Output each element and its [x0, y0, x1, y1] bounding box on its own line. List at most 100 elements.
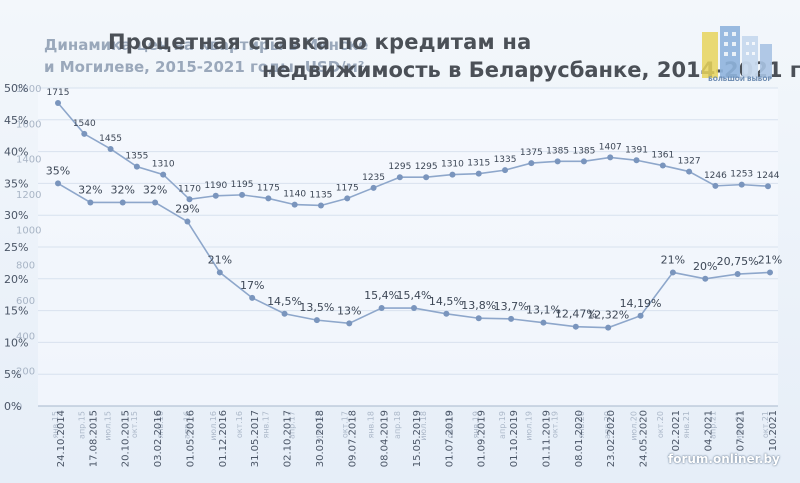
background-x-tick-label: апр.17 — [288, 411, 297, 439]
background-y-tick-label: 1400 — [16, 155, 41, 166]
price-point — [686, 168, 693, 175]
background-x-tick-label: окт.18 — [445, 411, 454, 438]
x-tick-label: 01.05.2016 — [185, 410, 196, 467]
x-tick-label: 01.12.2016 — [218, 410, 229, 467]
rate-data-label: 13,1% — [526, 304, 561, 317]
x-tick-label: 30.03.2018 — [315, 410, 326, 467]
x-tick-label: 01.07.2019 — [444, 410, 455, 467]
rate-data-label: 20,75% — [717, 255, 759, 268]
x-tick-label: 04.2021 — [703, 410, 714, 451]
rate-point — [605, 324, 612, 331]
price-point — [475, 170, 482, 177]
background-y-tick-label: 200 — [16, 367, 35, 378]
y-tick-label: 35% — [4, 177, 28, 190]
price-point — [502, 167, 509, 174]
background-x-tick-label: июл.20 — [630, 411, 639, 441]
x-tick-label: 01.11.2019 — [541, 410, 552, 467]
rate-point — [87, 199, 94, 206]
price-data-label: 1244 — [757, 171, 780, 181]
price-data-label: 1385 — [546, 146, 569, 156]
rate-data-label: 20% — [693, 260, 717, 273]
background-x-tick-label: окт.16 — [235, 411, 244, 438]
price-point — [160, 171, 167, 178]
background-x-tick-label: окт.17 — [340, 411, 349, 438]
rate-point — [313, 317, 320, 324]
price-data-label: 1175 — [257, 183, 280, 193]
price-point — [81, 130, 88, 137]
background-x-tick-label: янв.21 — [682, 411, 691, 438]
rate-point — [184, 218, 191, 225]
rate-point — [216, 269, 223, 276]
background-x-tick-label: июл.19 — [524, 411, 533, 441]
rate-data-label: 14,5% — [267, 295, 302, 308]
rate-point — [55, 180, 61, 187]
rate-point — [443, 310, 450, 317]
x-tick-label: 03.02.2016 — [153, 410, 164, 467]
rate-data-label: 21% — [661, 253, 685, 266]
background-x-tick-label: окт.19 — [551, 411, 560, 438]
rate-point — [734, 271, 741, 278]
y-tick-label: 15% — [4, 305, 28, 318]
x-tick-label: 01.10.2019 — [509, 410, 520, 467]
background-y-tick-label: 0 — [16, 402, 22, 413]
x-tick-label: 20.10.2015 — [121, 410, 132, 467]
rate-data-label: 13,7% — [494, 300, 529, 313]
background-x-tick-label: апр.15 — [77, 411, 86, 439]
background-x-tick-label: янв.18 — [367, 411, 376, 438]
background-x-tick-label: апр.21 — [708, 411, 717, 439]
rate-data-label: 15,4% — [364, 289, 399, 302]
x-tick-label: 01.09.2019 — [477, 410, 488, 467]
price-point — [212, 192, 219, 199]
x-tick-label: 07.2021 — [736, 410, 747, 451]
price-data-label: 1135 — [310, 190, 333, 200]
rate-point — [119, 199, 126, 206]
background-x-tick-label: апр.18 — [393, 411, 402, 439]
price-point — [186, 196, 193, 203]
price-data-label: 1310 — [152, 160, 175, 170]
background-y-tick-label: 1200 — [16, 190, 41, 201]
rate-point — [540, 319, 547, 326]
rate-point — [281, 310, 288, 317]
x-tick-label: 02.10.2017 — [283, 410, 294, 467]
price-data-label: 1140 — [283, 190, 306, 200]
rate-data-label: 32% — [78, 183, 102, 196]
rate-data-label: 21% — [208, 253, 232, 266]
price-point — [765, 183, 771, 190]
rate-point — [249, 294, 256, 301]
price-point — [396, 174, 403, 181]
y-tick-label: 40% — [4, 146, 28, 159]
x-tick-label: 02.2021 — [671, 410, 682, 451]
y-tick-label: 5% — [4, 368, 21, 381]
price-point — [633, 157, 640, 164]
price-point — [344, 195, 351, 202]
price-data-label: 1715 — [47, 88, 70, 98]
background-x-tick-label: апр.19 — [498, 411, 507, 439]
price-point — [659, 162, 666, 169]
rate-data-label: 12,32% — [587, 309, 629, 322]
x-tick-label: 09.07.2018 — [347, 410, 358, 467]
price-point — [317, 202, 324, 209]
price-data-label: 1175 — [336, 183, 359, 193]
rate-data-label: 14,19% — [620, 297, 662, 310]
rate-data-label: 13,5% — [299, 301, 334, 314]
rate-point — [152, 199, 159, 206]
chart-title-line1: Процетная ставка по кредитам на — [108, 30, 532, 54]
rate-data-label: 17% — [240, 279, 264, 292]
logo-caption: БОЛЬШОЙ ВЫБОР — [708, 76, 772, 83]
rate-data-label: 13,8% — [461, 299, 496, 312]
background-x-tick-label: июл.17 — [314, 411, 323, 441]
y-tick-label: 50% — [4, 82, 28, 95]
y-tick-label: 20% — [4, 273, 28, 286]
price-data-label: 1246 — [704, 171, 727, 181]
price-data-label: 1385 — [572, 146, 595, 156]
background-x-tick-label: янв.17 — [261, 411, 270, 438]
rate-data-label: 13% — [337, 304, 361, 317]
background-x-tick-label: янв.15 — [51, 411, 60, 438]
price-point — [107, 145, 114, 152]
y-tick-label: 25% — [4, 241, 28, 254]
rate-point — [508, 315, 515, 322]
price-data-label: 1253 — [730, 170, 753, 180]
price-data-label: 1195 — [231, 180, 254, 190]
rate-point — [572, 323, 579, 330]
price-data-label: 1540 — [73, 119, 96, 129]
